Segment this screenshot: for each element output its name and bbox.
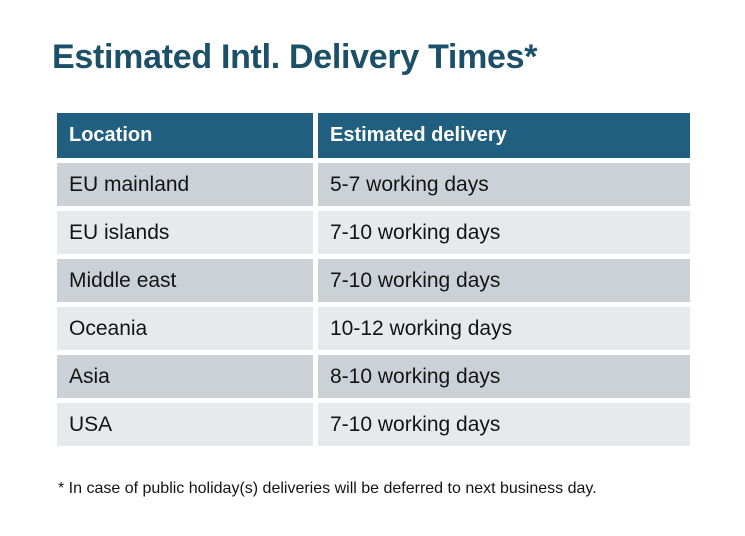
table-cell-location: EU islands [57, 211, 313, 254]
column-header-estimated-delivery: Estimated delivery [318, 113, 690, 158]
table-cell-delivery: 10-12 working days [318, 307, 690, 350]
column-header-location: Location [57, 113, 313, 158]
page-title: Estimated Intl. Delivery Times* [52, 38, 538, 76]
table-cell-location: EU mainland [57, 163, 313, 206]
table-cell-delivery: 7-10 working days [318, 211, 690, 254]
delivery-times-table: Location Estimated delivery EU mainland … [57, 113, 690, 446]
table-cell-delivery: 8-10 working days [318, 355, 690, 398]
table-cell-location: Asia [57, 355, 313, 398]
footnote-text: * In case of public holiday(s) deliverie… [58, 480, 597, 497]
table-cell-location: USA [57, 403, 313, 446]
table-cell-location: Oceania [57, 307, 313, 350]
table-cell-delivery: 7-10 working days [318, 259, 690, 302]
table-cell-delivery: 5-7 working days [318, 163, 690, 206]
table-cell-delivery: 7-10 working days [318, 403, 690, 446]
table-cell-location: Middle east [57, 259, 313, 302]
